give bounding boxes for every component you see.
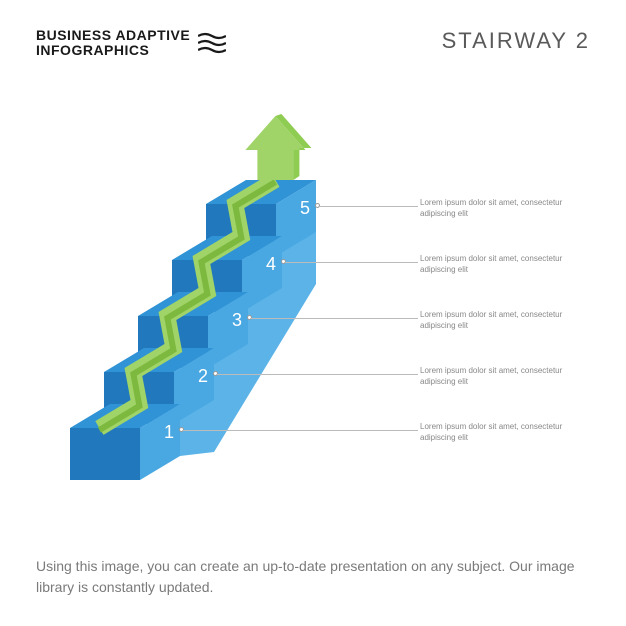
callout-text-1: Lorem ipsum dolor sit amet, consectetur …	[420, 422, 590, 444]
callout-text-5: Lorem ipsum dolor sit amet, consectetur …	[420, 198, 590, 220]
callout-text-2: Lorem ipsum dolor sit amet, consectetur …	[420, 366, 590, 388]
step-number-4: 4	[266, 254, 276, 274]
callout-line-3	[250, 318, 418, 319]
callout-text-3: Lorem ipsum dolor sit amet, consectetur …	[420, 310, 590, 332]
stairway-diagram: 1 2 3 4 5	[0, 80, 626, 520]
page-title: STAIRWAY 2	[442, 28, 590, 54]
callout-line-2	[216, 374, 418, 375]
step-number-5: 5	[300, 198, 310, 218]
brand-line2: INFOGRAPHICS	[36, 43, 190, 58]
wave-icon	[198, 32, 226, 54]
brand-line1: BUSINESS ADAPTIVE	[36, 28, 190, 43]
footer-text: Using this image, you can create an up-t…	[36, 556, 590, 598]
step-number-3: 3	[232, 310, 242, 330]
callout-line-5	[318, 206, 418, 207]
step-number-2: 2	[198, 366, 208, 386]
step-number-1: 1	[164, 422, 174, 442]
brand-text: BUSINESS ADAPTIVE INFOGRAPHICS	[36, 28, 190, 59]
callout-text-4: Lorem ipsum dolor sit amet, consectetur …	[420, 254, 590, 276]
step-front-1	[70, 428, 140, 480]
brand: BUSINESS ADAPTIVE INFOGRAPHICS	[36, 28, 226, 59]
header: BUSINESS ADAPTIVE INFOGRAPHICS STAIRWAY …	[0, 0, 626, 59]
callout-line-1	[182, 430, 418, 431]
callout-line-4	[284, 262, 418, 263]
